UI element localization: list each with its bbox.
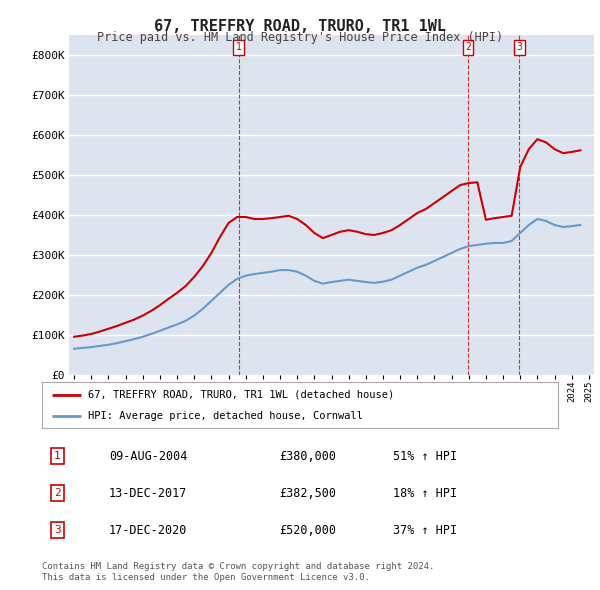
Text: 2: 2	[465, 42, 471, 53]
Text: Price paid vs. HM Land Registry's House Price Index (HPI): Price paid vs. HM Land Registry's House …	[97, 31, 503, 44]
Text: 09-AUG-2004: 09-AUG-2004	[109, 450, 187, 463]
Text: 17-DEC-2020: 17-DEC-2020	[109, 523, 187, 536]
Text: 2: 2	[54, 488, 61, 498]
Text: 18% ↑ HPI: 18% ↑ HPI	[393, 487, 457, 500]
Text: 37% ↑ HPI: 37% ↑ HPI	[393, 523, 457, 536]
Text: HPI: Average price, detached house, Cornwall: HPI: Average price, detached house, Corn…	[88, 411, 364, 421]
Text: 51% ↑ HPI: 51% ↑ HPI	[393, 450, 457, 463]
Text: 13-DEC-2017: 13-DEC-2017	[109, 487, 187, 500]
Text: £520,000: £520,000	[280, 523, 337, 536]
Text: This data is licensed under the Open Government Licence v3.0.: This data is licensed under the Open Gov…	[42, 573, 370, 582]
Text: 1: 1	[236, 42, 242, 53]
Text: 3: 3	[517, 42, 523, 53]
Text: 67, TREFFRY ROAD, TRURO, TR1 1WL (detached house): 67, TREFFRY ROAD, TRURO, TR1 1WL (detach…	[88, 389, 395, 399]
Text: £382,500: £382,500	[280, 487, 337, 500]
Text: 67, TREFFRY ROAD, TRURO, TR1 1WL: 67, TREFFRY ROAD, TRURO, TR1 1WL	[154, 19, 446, 34]
Text: 3: 3	[54, 525, 61, 535]
Text: 1: 1	[54, 451, 61, 461]
Text: £380,000: £380,000	[280, 450, 337, 463]
Text: Contains HM Land Registry data © Crown copyright and database right 2024.: Contains HM Land Registry data © Crown c…	[42, 562, 434, 571]
